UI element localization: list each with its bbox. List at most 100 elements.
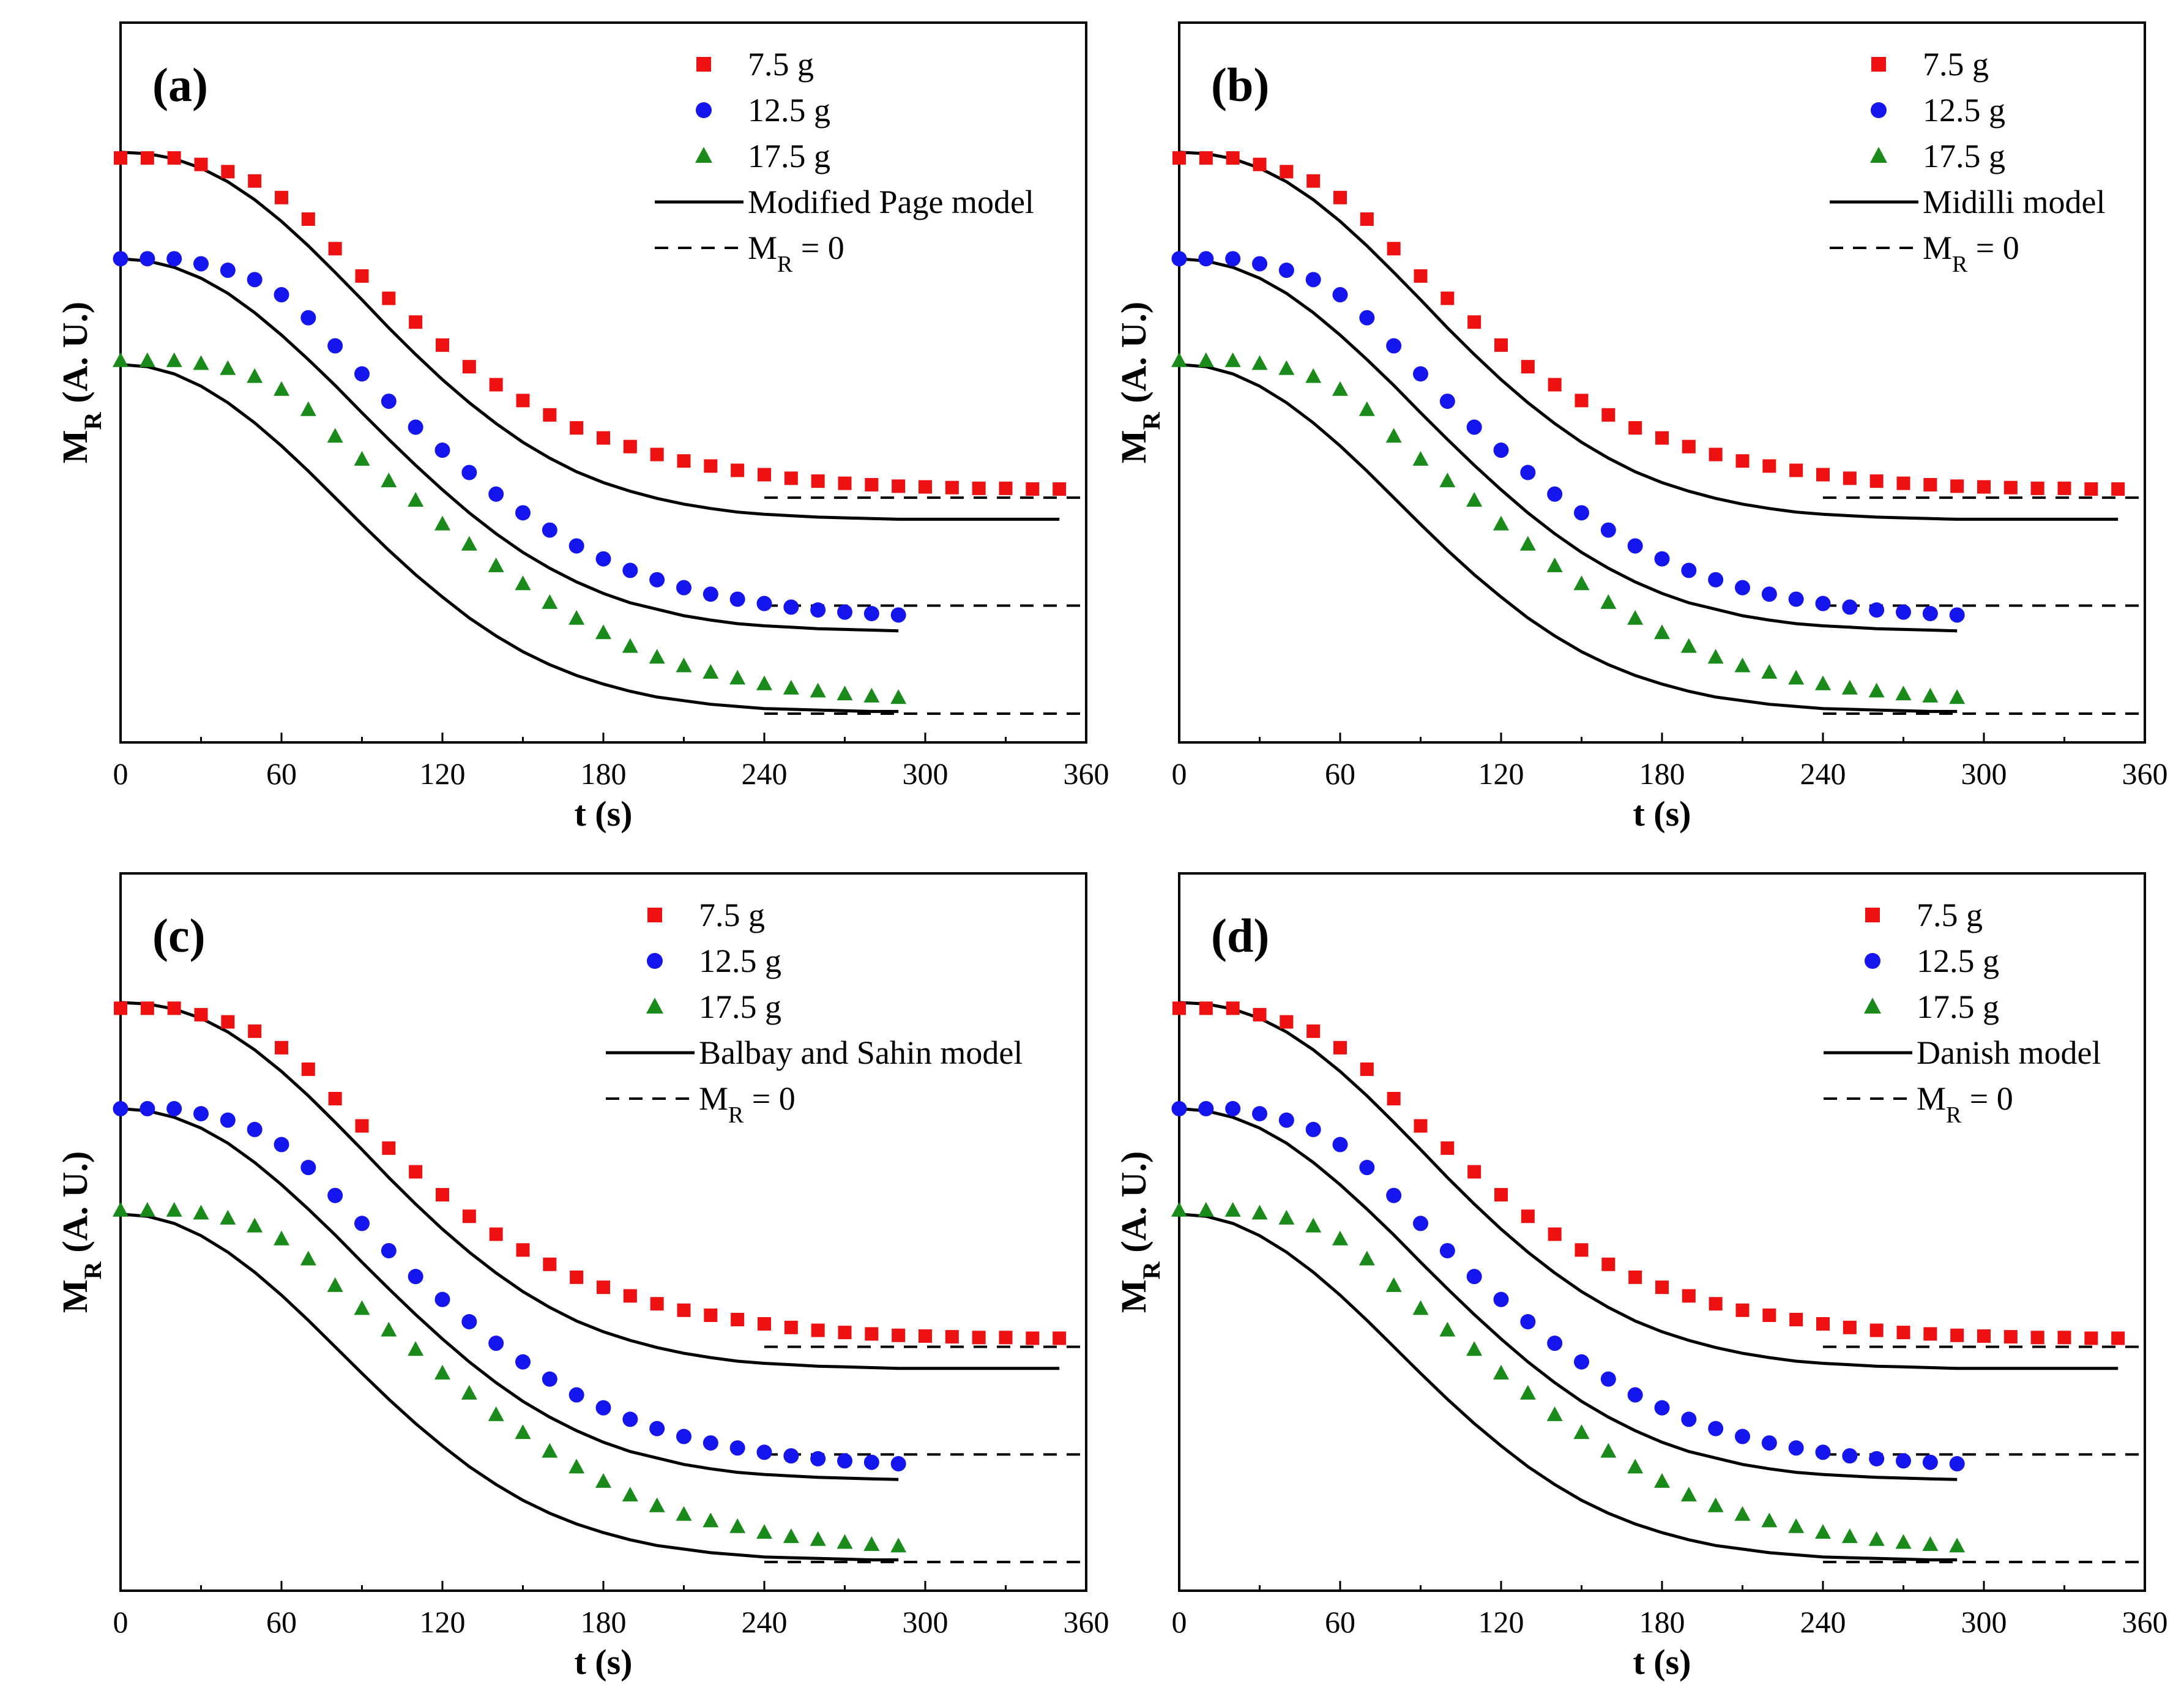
data-point [1387,1092,1401,1106]
model-fit-line [120,1001,1060,1370]
data-point [275,190,288,204]
data-point [756,596,772,611]
data-point [1548,378,1562,392]
legend-marker-square [1871,57,1886,72]
data-point [1278,1209,1295,1225]
x-tick-label: 300 [1961,756,2007,791]
data-point [1439,1242,1455,1258]
data-point [838,1326,852,1340]
data-point [1600,1371,1616,1387]
x-tick-label: 180 [581,756,627,791]
data-point [221,165,235,179]
data-point [1467,1165,1481,1179]
data-point [2030,1331,2044,1345]
data-point [381,1321,397,1337]
model-fit-line [120,1107,899,1481]
data-point [597,431,610,445]
data-point [1359,1160,1375,1176]
data-point [1949,607,1965,623]
data-point [1734,657,1751,673]
legend-label: 7.5 g [699,897,765,933]
data-point [2030,481,2044,495]
data-point [1251,1205,1268,1220]
data-point [756,1444,772,1460]
data-point [247,1217,263,1233]
data-point [1869,1451,1885,1466]
legend-marker-circle [1871,102,1887,118]
data-point [2057,1331,2071,1345]
x-tick-label: 240 [742,1605,788,1639]
data-point [461,1384,477,1400]
data-point [837,1534,853,1549]
data-point [676,657,692,673]
data-point [1414,1119,1428,1133]
data-point [890,607,906,623]
data-point [1815,1444,1831,1460]
data-point [1600,522,1616,538]
data-point [436,1188,449,1202]
data-point [139,352,155,367]
x-tick-label: 60 [1325,1605,1355,1639]
data-point [355,269,369,283]
data-point [2111,482,2125,496]
data-point [516,1243,530,1257]
legend-label: 12.5 g [699,943,781,979]
data-point [301,212,315,226]
data-point [408,1269,423,1285]
x-tick-label: 300 [903,1605,949,1639]
series-125g [1171,251,2145,633]
data-point [1466,1269,1482,1285]
data-point [595,1473,611,1488]
data-point [1387,242,1401,256]
y-axis-title: MR (A. U.) [1114,302,1165,463]
data-point [462,360,476,374]
data-point [436,338,449,352]
x-tick-label: 300 [903,756,949,791]
data-point [1734,1506,1751,1521]
data-point [1306,174,1321,188]
data-point [1895,1534,1912,1549]
data-point [568,610,585,625]
data-point [1171,251,1187,267]
model-fit-line [120,151,1060,521]
data-point [354,1216,370,1231]
data-point [220,1112,236,1128]
data-point [623,1289,637,1303]
model-fit-line [1179,1212,1958,1562]
data-point [676,580,691,596]
data-point [1280,165,1294,179]
legend-label: 7.5 g [1923,46,1989,83]
series-75g [114,1001,1086,1370]
x-tick-label: 360 [1064,756,1109,791]
data-point [1548,1227,1562,1241]
x-tick-label: 60 [266,1605,297,1639]
data-point [650,447,664,461]
data-point [756,1524,772,1539]
data-point [1412,1300,1429,1315]
data-point [1922,1536,1939,1551]
data-point [489,378,503,392]
data-point [1628,421,1642,435]
x-tick-label: 360 [1064,1605,1109,1639]
data-point [488,486,504,502]
data-point [300,1160,316,1176]
x-tick-label: 180 [1639,756,1685,791]
data-point [1224,352,1241,367]
data-point [1922,605,1938,621]
data-point [568,538,584,554]
data-point [327,338,343,354]
data-point [1655,431,1669,445]
legend-marker-square [696,57,711,72]
data-point [1789,1312,1803,1326]
data-point [434,1291,450,1307]
x-tick-label: 120 [420,1605,466,1639]
legend-model-label: Balbay and Sahin model [699,1034,1023,1071]
data-point [220,360,236,375]
data-point [1493,1364,1509,1380]
data-point [113,1100,129,1116]
data-point [1654,551,1670,567]
series-75g [1172,1001,2145,1370]
data-point [865,1327,879,1341]
data-point [1708,572,1724,588]
